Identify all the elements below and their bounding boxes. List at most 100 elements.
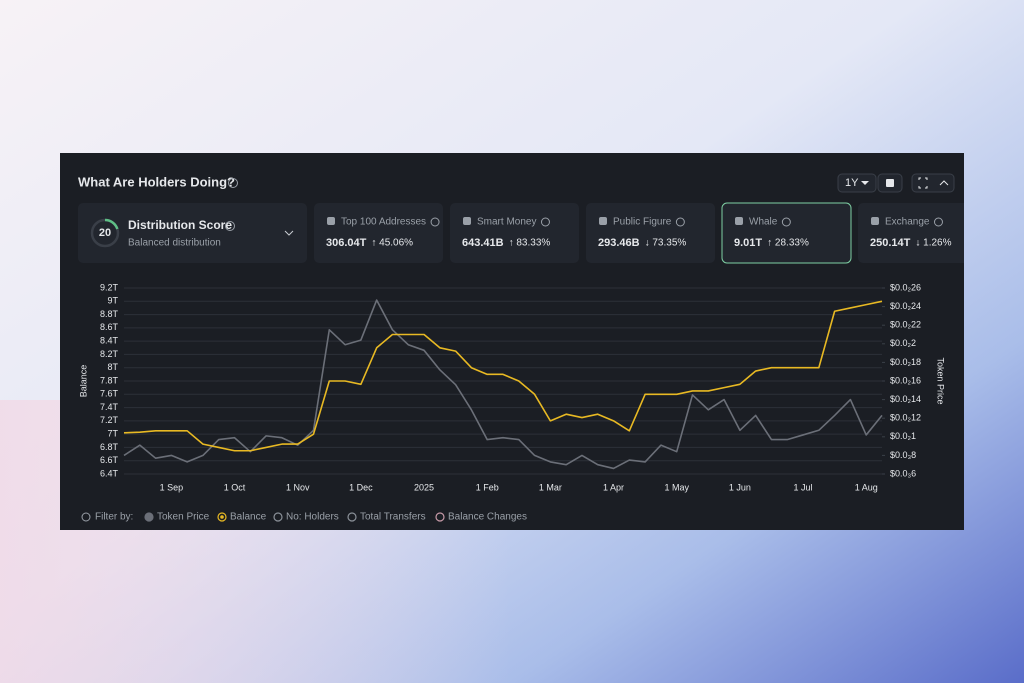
series-line	[123, 300, 883, 452]
y2-tick-label: $0.0₂12	[890, 413, 921, 423]
info-icon[interactable]	[540, 217, 550, 227]
y-tick-label: 7.8T	[100, 375, 119, 385]
collapse-button[interactable]	[939, 180, 949, 186]
distribution-subtitle: Balanced distribution	[128, 238, 221, 249]
y-tick-label: 8.6T	[100, 322, 119, 332]
x-tick-label: 1 Aug	[855, 482, 878, 492]
card-value: 643.41B	[462, 237, 504, 249]
y-tick-label: 9T	[107, 296, 118, 306]
y-tick-label: 7.6T	[100, 389, 119, 399]
info-icon[interactable]	[225, 221, 235, 231]
y2-tick-label: $0.0₂22	[890, 320, 921, 330]
info-icon[interactable]	[933, 217, 943, 227]
distribution-title: Distribution Score	[128, 218, 232, 232]
y-tick-label: 6.8T	[100, 442, 119, 452]
x-tick-label: 1 Nov	[286, 482, 310, 492]
filter-toggle[interactable]	[217, 512, 227, 522]
card-value: 306.04T	[326, 237, 367, 249]
filter-name[interactable]: Balance Changes	[448, 512, 527, 523]
x-tick-label: 1 Jun	[729, 482, 751, 492]
info-icon[interactable]	[228, 178, 238, 188]
info-icon[interactable]	[430, 217, 440, 227]
y-axis-label: Balance	[78, 365, 88, 398]
y-tick-label: 7.4T	[100, 402, 119, 412]
y-tick-label: 6.4T	[100, 468, 119, 478]
metric-card[interactable]	[721, 202, 852, 264]
y2-tick-label: $0.0₂18	[890, 357, 921, 367]
card-change: ↑ 28.33%	[767, 238, 809, 249]
filter-name[interactable]: Token Price	[157, 512, 210, 523]
metric-card[interactable]	[586, 203, 715, 263]
x-tick-label: 1 Feb	[476, 482, 499, 492]
info-icon[interactable]	[81, 512, 91, 522]
metric-card[interactable]	[450, 203, 579, 263]
filter-toggle[interactable]	[273, 512, 283, 522]
filter-name[interactable]: Balance	[230, 512, 267, 523]
y-tick-label: 7.2T	[100, 415, 119, 425]
card-icon	[599, 217, 607, 225]
y-tick-label: 8.4T	[100, 336, 119, 346]
card-change: ↓ 73.35%	[645, 238, 687, 249]
card-change: ↓ 1.26%	[915, 238, 951, 249]
y-tick-label: 7T	[107, 429, 118, 439]
filter-name[interactable]: Total Transfers	[360, 512, 426, 523]
x-tick-label: 1 Sep	[160, 482, 184, 492]
filter-name[interactable]: No: Holders	[286, 512, 339, 523]
calendar-icon	[886, 179, 894, 187]
y2-tick-label: $0.0₂1	[890, 431, 916, 441]
card-title: Public Figure	[613, 217, 672, 228]
info-icon[interactable]	[675, 217, 685, 227]
y-tick-label: 9.2T	[100, 282, 119, 292]
card-change: ↑ 83.33%	[509, 238, 551, 249]
x-tick-label: 1 Mar	[539, 482, 562, 492]
x-tick-label: 1 May	[664, 482, 689, 492]
expand-button[interactable]	[918, 177, 928, 189]
card-icon	[327, 217, 335, 225]
card-icon	[871, 217, 879, 225]
x-tick-label: 1 Dec	[349, 482, 373, 492]
series-line	[123, 299, 883, 470]
metric-card[interactable]	[314, 203, 443, 263]
distribution-card[interactable]	[78, 203, 307, 263]
filter-toggle[interactable]	[347, 512, 357, 522]
y2-tick-label: $0.0₂26	[890, 282, 921, 292]
y-tick-label: 8T	[107, 362, 118, 372]
filter-label: Filter by:	[95, 512, 133, 523]
range-select[interactable]	[837, 173, 877, 193]
range-label[interactable]: 1Y	[845, 177, 859, 189]
view-controls	[911, 173, 955, 193]
y2-tick-label: $0.0₃8	[890, 450, 916, 460]
y2-axis-label: Token Price	[936, 357, 946, 404]
card-value: 250.14T	[870, 237, 911, 249]
card-title: Smart Money	[477, 217, 536, 228]
dropdown-caret	[861, 181, 869, 185]
x-tick-label: 2025	[414, 482, 434, 492]
score-value: 20	[99, 227, 111, 239]
filter-toggle[interactable]	[435, 512, 445, 522]
x-tick-label: 1 Jul	[794, 482, 813, 492]
panel: What Are Holders Doing? 1Y 20 Distributi…	[60, 153, 964, 530]
y2-tick-label: $0.0₂16	[890, 375, 921, 385]
card-value: 293.46B	[598, 237, 640, 249]
card-icon	[463, 217, 471, 225]
y-tick-label: 6.6T	[100, 455, 119, 465]
score-arc	[104, 218, 119, 230]
filter-toggle[interactable]	[144, 512, 154, 522]
x-tick-label: 1 Oct	[224, 482, 246, 492]
y2-tick-label: $0.0₂2	[890, 338, 916, 348]
card-title: Top 100 Addresses	[341, 217, 426, 228]
expand-caret[interactable]	[284, 230, 294, 236]
y2-tick-label: $0.0₂24	[890, 301, 921, 311]
info-icon[interactable]	[781, 217, 791, 227]
card-icon	[735, 217, 743, 225]
y-tick-label: 8.2T	[100, 349, 119, 359]
card-title: Whale	[749, 217, 778, 228]
y2-tick-label: $0.0₂14	[890, 394, 921, 404]
card-title: Exchange	[885, 217, 930, 228]
y-tick-label: 8.8T	[100, 309, 119, 319]
card-value: 9.01T	[734, 237, 762, 249]
y2-tick-label: $0.0₃6	[890, 468, 916, 478]
card-change: ↑ 45.06%	[371, 238, 413, 249]
filter-dot	[220, 515, 224, 519]
